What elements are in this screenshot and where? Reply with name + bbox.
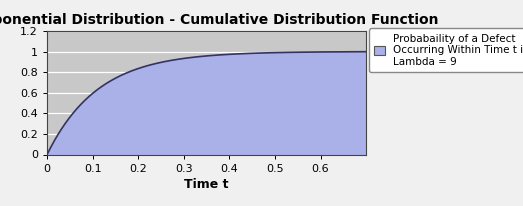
X-axis label: Time t: Time t [184,178,229,191]
Legend: Probabaility of a Defect
Occurring Within Time t if
Lambda = 9: Probabaility of a Defect Occurring Withi… [369,28,523,72]
Title: Exponential Distribution - Cumulative Distribution Function: Exponential Distribution - Cumulative Di… [0,13,439,27]
